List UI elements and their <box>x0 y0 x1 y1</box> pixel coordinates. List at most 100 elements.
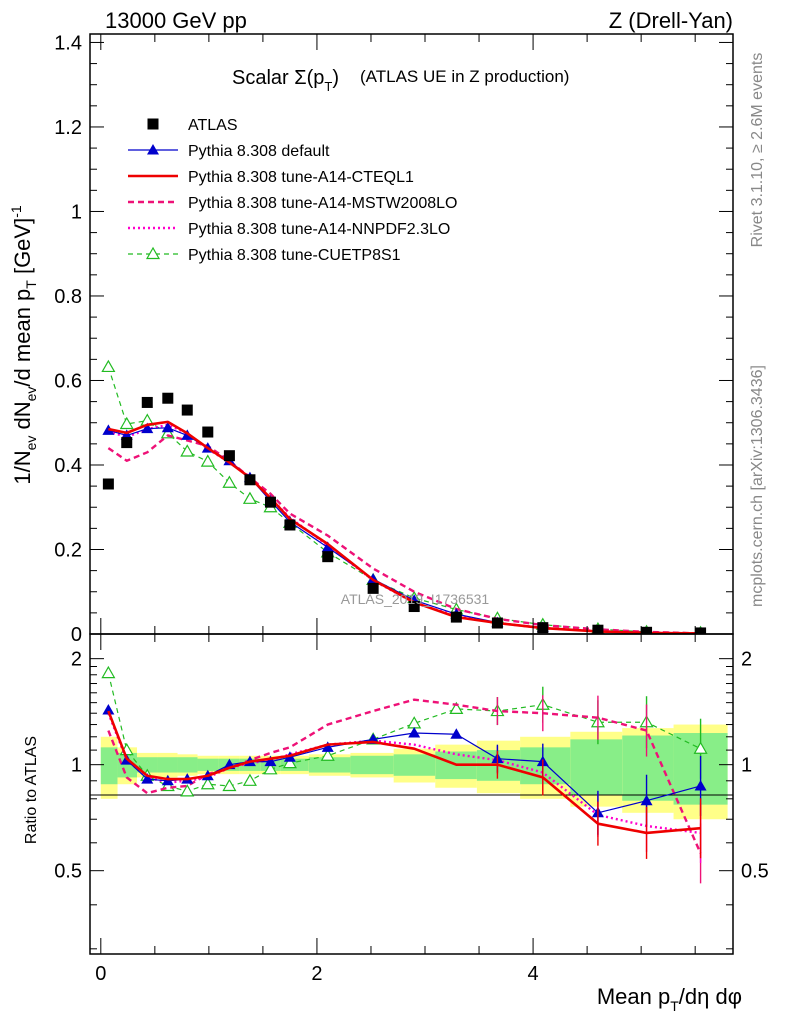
ratio-point-cuetp8s1 <box>449 701 464 715</box>
main-point-data <box>264 496 276 508</box>
ratio-point-default <box>640 794 653 806</box>
legend-entry-cteql1: Pythia 8.308 tune-A14-CTEQL1 <box>128 169 414 186</box>
band-inner-segment <box>570 739 623 796</box>
y-tick-label-ratio-right: 0.5 <box>741 861 769 883</box>
band-inner-segment <box>100 747 118 785</box>
y-tick-label-main: 1 <box>71 201 82 223</box>
legend-entry-mstw: Pythia 8.308 tune-A14-MSTW2008LO <box>128 195 457 212</box>
legend-label: Pythia 8.308 tune-A14-NNPDF2.3LO <box>188 221 450 238</box>
main-point-data <box>102 478 114 490</box>
legend-marker <box>145 246 161 260</box>
y-tick-label-main: 0.8 <box>54 286 82 308</box>
ratio-point-cuetp8s1 <box>320 748 335 761</box>
main-point-cuetp8s1 <box>180 444 195 457</box>
legend-entry-default: Pythia 8.308 default <box>128 143 330 160</box>
main-point-cuetp8s1 <box>242 491 257 504</box>
main-series-data <box>102 392 707 634</box>
main-point-cuetp8s1 <box>200 454 215 467</box>
main-point-data <box>223 450 235 462</box>
y-tick-label-main: 1.2 <box>54 117 82 139</box>
main-point-data <box>641 626 653 634</box>
legend-marker <box>147 144 159 155</box>
main-point-data <box>450 611 462 623</box>
x-tick-label: 2 <box>311 963 322 985</box>
main-point-default <box>141 422 154 434</box>
ratio-point-default <box>450 728 463 739</box>
header-left: 13000 GeV pp <box>105 8 247 33</box>
ratio-uncertainty-band <box>100 724 728 820</box>
main-point-data <box>367 582 379 594</box>
ratio-point-cuetp8s1 <box>407 716 422 729</box>
ratio-point-default <box>408 727 421 738</box>
ratio-point-default <box>264 755 277 767</box>
ratio-point-default <box>694 779 707 791</box>
y-tick-label-ratio-right: 2 <box>741 649 752 671</box>
band-inner-segment <box>622 735 674 801</box>
plot-title-sub: T <box>324 79 332 94</box>
y-tick-label-ratio: 0.5 <box>54 861 82 883</box>
ratio-series-default <box>102 703 707 835</box>
legend-entry-nnpdf: Pythia 8.308 tune-A14-NNPDF2.3LO <box>128 221 450 238</box>
plot-title: Scalar Σ(pT) <box>232 67 339 94</box>
legend-label: Pythia 8.308 default <box>188 143 330 160</box>
main-point-data <box>537 622 549 634</box>
ratio-series-cteql1 <box>107 710 702 859</box>
main-point-data <box>244 474 256 486</box>
y-tick-label-main: 0 <box>71 624 82 646</box>
band-inner-segment <box>197 758 219 771</box>
main-point-data <box>141 396 153 408</box>
y-tick-label-main: 0.2 <box>54 539 82 561</box>
ratio-point-cuetp8s1 <box>180 784 195 797</box>
band-inner-segment <box>393 754 436 776</box>
band-inner-segment <box>308 757 351 773</box>
ratio-point-cuetp8s1 <box>263 762 278 775</box>
ratio-point-default <box>102 703 115 715</box>
main-point-data <box>162 392 174 404</box>
ratio-point-cuetp8s1 <box>282 755 297 769</box>
ratio-point-cuetp8s1 <box>222 778 237 792</box>
band-inner-segment <box>177 757 198 773</box>
y-tick-label-ratio: 2 <box>71 649 82 671</box>
ratio-point-cuetp8s1 <box>242 773 257 786</box>
ratio-point-cuetp8s1 <box>101 665 116 679</box>
main-point-data <box>181 404 193 416</box>
main-point-data <box>121 437 133 449</box>
ratio-panel-frame <box>89 633 734 955</box>
main-point-data <box>491 617 503 629</box>
ratio-panel-series <box>101 665 708 884</box>
legend-label: Pythia 8.308 tune-CUETP8S1 <box>188 247 401 264</box>
main-panel-series <box>101 359 707 634</box>
mcplots-label: mcplots.cern.ch [arXiv:1306.3436] <box>749 365 766 607</box>
plot-title-close: ) <box>332 67 339 89</box>
analysis-watermark: ATLAS_2019_I1736531 <box>341 591 490 607</box>
main-point-default <box>321 541 334 552</box>
main-line-mstw <box>107 434 701 634</box>
x-tick-label: 0 <box>95 963 106 985</box>
axis-ticks: 0 0.2 0.4 0.6 0.8 1 1.2 1.4 0.5 0.5 1 1 2 2 0 2 4 <box>54 32 769 985</box>
main-series-mstw <box>107 434 701 634</box>
rivet-label: Rivet 3.1.10, ≥ 2.6M events <box>749 53 766 248</box>
plot-title-context: (ATLAS UE in Z production) <box>360 67 569 86</box>
legend-marker <box>147 118 159 130</box>
main-point-cuetp8s1 <box>119 416 134 430</box>
y-tick-label-ratio-right: 1 <box>741 755 752 777</box>
main-point-data <box>592 624 604 634</box>
main-panel-frame <box>89 33 734 635</box>
x-axis-label: Mean pT/dη dφ <box>597 984 742 1014</box>
main-point-data <box>322 551 334 563</box>
legend-label: ATLAS <box>188 117 238 134</box>
y-tick-label-main: 0.6 <box>54 370 82 392</box>
legend-label: Pythia 8.308 tune-A14-MSTW2008LO <box>188 195 457 212</box>
main-point-data <box>202 426 214 438</box>
y-axis-label-main: 1/Nev dNev/d mean pT [GeV]-1 <box>8 205 39 485</box>
header-right: Z (Drell-Yan) <box>609 8 733 33</box>
y-tick-label-main: 1.4 <box>54 32 82 54</box>
ratio-point-cuetp8s1 <box>693 741 708 754</box>
ratio-point-cuetp8s1 <box>200 777 215 790</box>
main-point-cuetp8s1 <box>222 475 237 488</box>
main-point-default <box>161 421 174 433</box>
legend-label: Pythia 8.308 tune-A14-CTEQL1 <box>188 169 414 186</box>
main-point-data <box>408 601 420 613</box>
